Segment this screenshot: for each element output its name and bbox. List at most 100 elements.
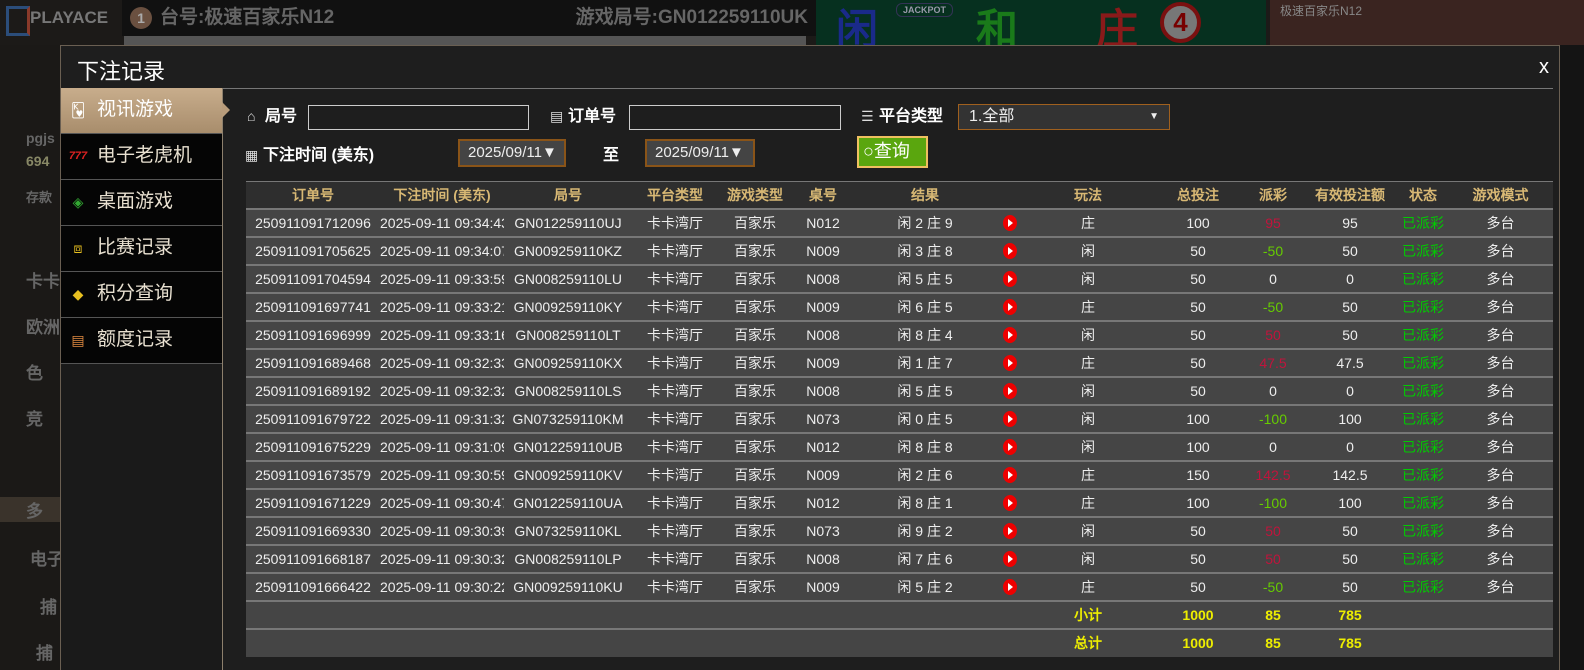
subtotal-total-bet: 1000: [1152, 599, 1244, 629]
platform-cell: 卡卡湾厅: [632, 319, 718, 349]
replay-button[interactable]: [996, 375, 1024, 405]
date-to-picker[interactable]: 2025/09/11▼: [645, 139, 755, 167]
result-cell: 闲 0 庄 5: [854, 403, 996, 433]
play-icon[interactable]: [1003, 439, 1017, 456]
table-no-cell: N008: [792, 375, 854, 405]
bet-time-cell: 2025-09-11 09:34:43: [380, 207, 504, 237]
valid-bet-cell: 0: [1302, 375, 1398, 405]
round-input[interactable]: [308, 105, 529, 130]
bet-type-cell: 庄: [1024, 571, 1152, 601]
total-bet-cell: 50: [1152, 375, 1244, 405]
replay-button[interactable]: [996, 571, 1024, 601]
play-icon[interactable]: [1003, 579, 1017, 596]
play-icon[interactable]: [1003, 327, 1017, 344]
table-row: 250911091675229 2025-09-11 09:31:09 GN0122…: [246, 431, 1553, 461]
bet-type-cell: 闲: [1024, 263, 1152, 293]
play-icon[interactable]: [1003, 355, 1017, 372]
bet-zone-player[interactable]: 闲: [836, 6, 879, 45]
payout-cell: 95: [1244, 207, 1302, 237]
game-mode-cell: 多台: [1448, 347, 1553, 377]
result-cell: 闲 1 庄 7: [854, 347, 996, 377]
game-type-cell: 百家乐: [718, 207, 792, 237]
platform-cell: 卡卡湾厅: [632, 235, 718, 265]
replay-button[interactable]: [996, 487, 1024, 517]
bet-time-cell: 2025-09-11 09:30:47: [380, 487, 504, 517]
column-header: 下注时间 (美东): [380, 181, 504, 209]
round-id-cell: GN009259110KY: [504, 291, 632, 321]
platform-select-value: 1.全部: [969, 108, 1015, 125]
play-icon[interactable]: [1003, 467, 1017, 484]
play-icon[interactable]: [1003, 523, 1017, 540]
replay-button[interactable]: [996, 263, 1024, 293]
total-label: 总计: [1024, 627, 1152, 657]
play-icon[interactable]: [1003, 271, 1017, 288]
document-icon: ▤: [71, 332, 85, 348]
sidebar-item-points[interactable]: ◆ 积分查询: [61, 272, 222, 318]
replay-button[interactable]: [996, 235, 1024, 265]
table-title-bar: 1 台号:极速百家乐N12 游戏局号:GN012259110UK: [122, 0, 816, 36]
replay-button[interactable]: [996, 207, 1024, 237]
replay-button[interactable]: [996, 347, 1024, 377]
replay-button[interactable]: [996, 543, 1024, 573]
platform-select[interactable]: 1.全部 ▼: [958, 104, 1170, 130]
replay-button[interactable]: [996, 459, 1024, 489]
payout-cell: 142.5: [1244, 459, 1302, 489]
order-label: ▤ 订单号: [550, 102, 616, 126]
sidebar-item-table-games[interactable]: ◈ 桌面游戏: [61, 180, 222, 226]
empty-cell: [246, 627, 1024, 657]
total-bet-cell: 50: [1152, 543, 1244, 573]
total-bet-cell: 150: [1152, 459, 1244, 489]
menu-fragment: 捕: [40, 598, 57, 617]
replay-button[interactable]: [996, 403, 1024, 433]
table-row: 250911091668187 2025-09-11 09:30:32 GN0082…: [246, 543, 1553, 573]
table-no-cell: N009: [792, 459, 854, 489]
sidebar-item-slots[interactable]: 777 电子老虎机: [61, 134, 222, 180]
sidebar-item-match-records[interactable]: ⧈ 比赛记录: [61, 226, 222, 272]
game-type-cell: 百家乐: [718, 263, 792, 293]
bet-zone-banker[interactable]: 庄: [1096, 6, 1139, 45]
bet-time-cell: 2025-09-11 09:32:33: [380, 347, 504, 377]
column-header: 订单号: [246, 181, 380, 209]
countdown-timer: 4: [1160, 2, 1201, 43]
column-header: 游戏模式: [1448, 181, 1553, 209]
play-icon[interactable]: [1003, 299, 1017, 316]
bet-type-cell: 庄: [1024, 459, 1152, 489]
bet-time-cell: 2025-09-11 09:30:39: [380, 515, 504, 545]
replay-button[interactable]: [996, 515, 1024, 545]
query-button[interactable]: ○查询: [857, 136, 928, 168]
replay-button[interactable]: [996, 291, 1024, 321]
bet-type-cell: 闲: [1024, 543, 1152, 573]
date-from-picker[interactable]: 2025/09/11▼: [458, 139, 566, 167]
subtotal-label: 小计: [1024, 599, 1152, 629]
bet-time-cell: 2025-09-11 09:31:09: [380, 431, 504, 461]
play-icon[interactable]: [1003, 551, 1017, 568]
bet-zone-tie[interactable]: 和: [976, 6, 1019, 45]
column-header: 游戏类型: [718, 181, 792, 209]
table-row: 250911091673579 2025-09-11 09:30:59 GN0092…: [246, 459, 1553, 489]
total-bet-cell: 100: [1152, 403, 1244, 433]
replay-button[interactable]: [996, 319, 1024, 349]
table-no-cell: N009: [792, 291, 854, 321]
bet-time-cell: 2025-09-11 09:30:59: [380, 459, 504, 489]
menu-fragment: 多: [0, 497, 60, 522]
replay-button[interactable]: [996, 431, 1024, 461]
sidebar-item-credit-records[interactable]: ▤ 额度记录: [61, 318, 222, 364]
total-payout: 85: [1244, 627, 1302, 657]
order-id-cell: 250911091689192: [246, 375, 380, 405]
result-cell: 闲 3 庄 8: [854, 235, 996, 265]
payout-cell: 0: [1244, 375, 1302, 405]
close-button[interactable]: x: [1539, 56, 1549, 78]
clipboard-icon: ▤: [550, 108, 564, 124]
game-type-cell: 百家乐: [718, 319, 792, 349]
result-cell: 闲 6 庄 5: [854, 291, 996, 321]
play-icon[interactable]: [1003, 215, 1017, 232]
sidebar-item-live-games[interactable]: 🂾 视讯游戏: [61, 88, 230, 134]
order-id-cell: 250911091669330: [246, 515, 380, 545]
play-icon[interactable]: [1003, 243, 1017, 260]
play-icon[interactable]: [1003, 383, 1017, 400]
order-input[interactable]: [629, 105, 841, 130]
play-icon[interactable]: [1003, 411, 1017, 428]
play-icon[interactable]: [1003, 495, 1017, 512]
title-divider: [61, 88, 1553, 89]
bet-type-cell: 庄: [1024, 207, 1152, 237]
